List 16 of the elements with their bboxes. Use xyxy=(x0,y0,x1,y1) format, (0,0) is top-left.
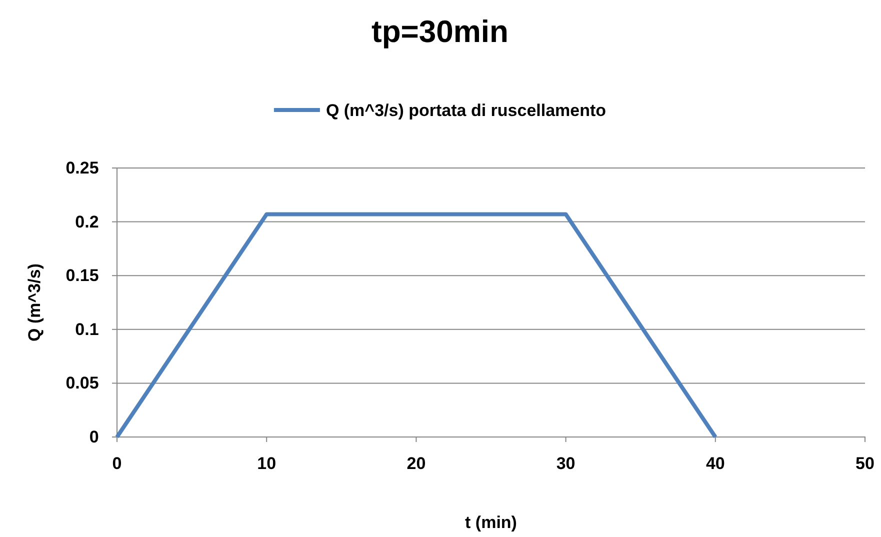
x-tick-label: 0 xyxy=(112,454,122,473)
legend-label: Q (m^3/s) portata di ruscellamento xyxy=(326,101,606,120)
x-tick-label: 20 xyxy=(406,454,426,473)
x-tick-label: 30 xyxy=(556,454,576,473)
y-tick-label: 0.15 xyxy=(66,266,99,286)
x-tick-label: 40 xyxy=(706,454,725,473)
y-tick-label: 0.05 xyxy=(66,374,99,393)
x-tick-label: 10 xyxy=(257,454,276,473)
y-tick-label: 0.1 xyxy=(75,320,99,339)
x-axis-title: t (min) xyxy=(465,513,517,532)
y-tick-label: 0 xyxy=(89,427,99,446)
y-tick-label: 0.2 xyxy=(75,212,99,232)
chart-title: tp=30min xyxy=(372,14,508,49)
y-axis-title: Q (m^3/s) xyxy=(25,264,44,342)
x-tick-label: 50 xyxy=(856,454,874,473)
y-tick-label: 0.25 xyxy=(66,158,99,178)
